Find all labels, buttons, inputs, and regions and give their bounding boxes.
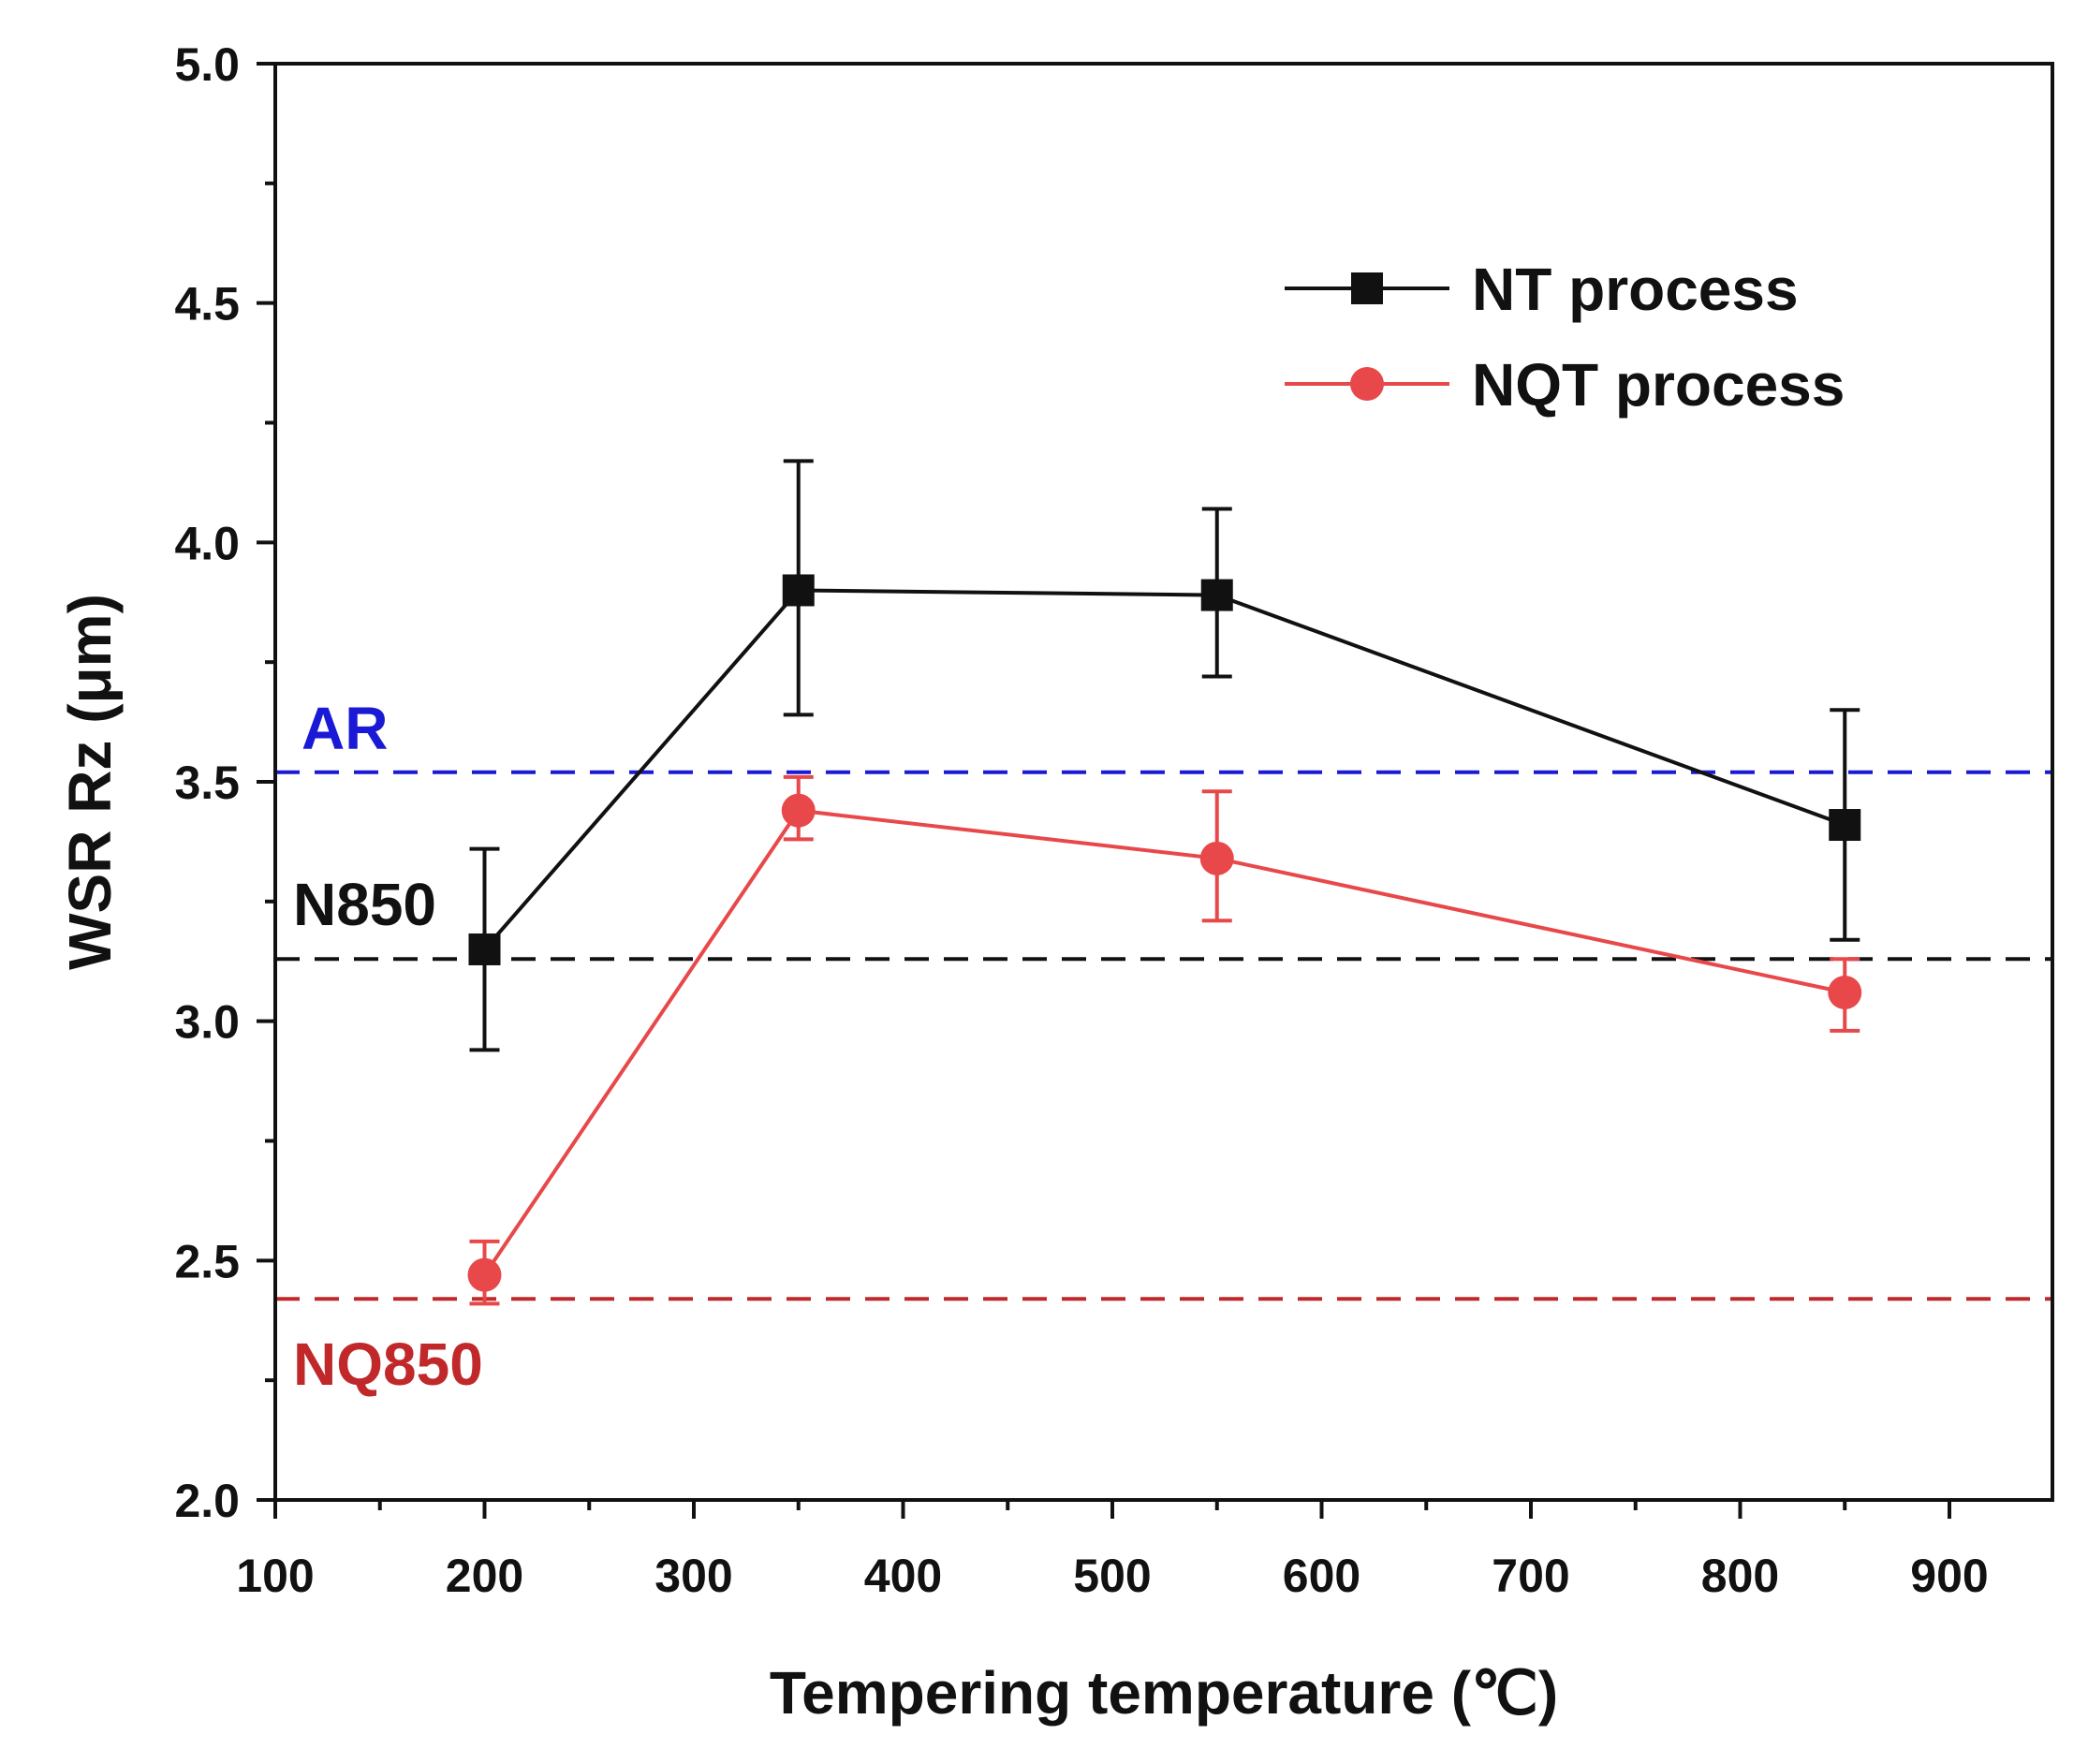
data-point-nt [782, 574, 815, 607]
legend: NT process NQT process [1285, 256, 1845, 419]
reference-label-nq850: NQ850 [293, 1330, 483, 1398]
x-tick-label: 300 [654, 1550, 732, 1602]
y-axis-title: WSR Rz (μm) [56, 594, 124, 970]
reference-label-n850: N850 [293, 871, 436, 938]
legend-label-nt: NT process [1472, 256, 1799, 323]
data-point-nqt [1199, 841, 1234, 875]
y-tick-label: 2.5 [174, 1235, 240, 1287]
x-tick-label: 700 [1492, 1550, 1569, 1602]
axis-ticks [257, 62, 1951, 1519]
x-tick-labels: 100 200 300 400 500 600 700 800 900 [236, 1550, 1988, 1602]
y-tick-label: 3.0 [174, 996, 240, 1049]
data-point-nqt [467, 1257, 502, 1292]
x-tick-label: 500 [1073, 1550, 1151, 1602]
reference-lines [275, 770, 2052, 1301]
series-layer [467, 459, 1862, 1306]
series-line-nt [482, 588, 1845, 951]
y-tick-label: 3.5 [174, 757, 240, 809]
data-point-nqt [1828, 975, 1862, 1009]
y-tick-labels: 2.0 2.5 3.0 3.5 4.0 4.5 5.0 [174, 38, 240, 1527]
y-tick-label: 5.0 [174, 38, 240, 91]
data-point-nqt [781, 793, 816, 828]
x-tick-label: 600 [1283, 1550, 1360, 1602]
x-axis-title: Tempering temperature (℃) [770, 1659, 1558, 1727]
data-point-nt [1829, 809, 1861, 842]
x-tick-label: 200 [446, 1550, 523, 1602]
legend-label-nqt: NQT process [1472, 351, 1845, 419]
x-tick-label: 800 [1701, 1550, 1779, 1602]
x-tick-label: 100 [236, 1550, 314, 1602]
y-tick-label: 2.0 [174, 1475, 240, 1527]
data-point-nt [468, 933, 501, 965]
y-tick-label: 4.5 [174, 278, 240, 331]
legend-marker-nt [1351, 272, 1383, 304]
x-tick-label: 900 [1910, 1550, 1988, 1602]
reference-label-ar: AR [301, 695, 388, 762]
series-line-nqt [482, 808, 1845, 1276]
legend-marker-nqt [1350, 367, 1384, 401]
data-point-nt [1200, 579, 1233, 611]
x-tick-label: 400 [864, 1550, 942, 1602]
y-tick-label: 4.0 [174, 517, 240, 569]
